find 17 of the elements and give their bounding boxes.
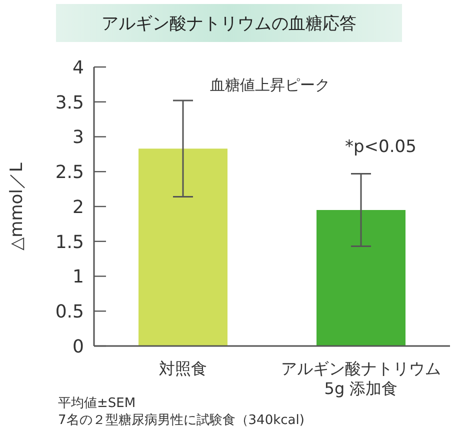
y-tick-label: 3 bbox=[72, 127, 84, 148]
y-tick-label: 2 bbox=[72, 196, 84, 218]
chart-title: アルギン酸ナトリウムの血糖応答 bbox=[56, 4, 402, 42]
y-tick-label: 2.5 bbox=[55, 162, 84, 184]
annotation: *p<0.05 bbox=[345, 137, 416, 157]
x-tick-label: 対照食 bbox=[159, 359, 207, 378]
y-tick-label: 1.5 bbox=[55, 232, 84, 253]
y-tick-label: 3.5 bbox=[55, 92, 84, 114]
y-tick-label: 1 bbox=[72, 266, 84, 288]
text: 7名の２型糖尿病男性に試験食（340kcal) bbox=[58, 412, 304, 429]
y-tick-label: 0 bbox=[72, 336, 84, 358]
text: 平均値±SEM bbox=[58, 395, 136, 412]
y-axis-title: △mmol／L bbox=[7, 162, 28, 250]
x-tick-label: アルギン酸ナトリウム 5g 添加食 bbox=[281, 359, 441, 398]
annotation: 血糖値上昇ピーク bbox=[210, 76, 330, 95]
y-tick-label: 0.5 bbox=[55, 302, 84, 323]
y-tick-label: 4 bbox=[72, 57, 84, 78]
